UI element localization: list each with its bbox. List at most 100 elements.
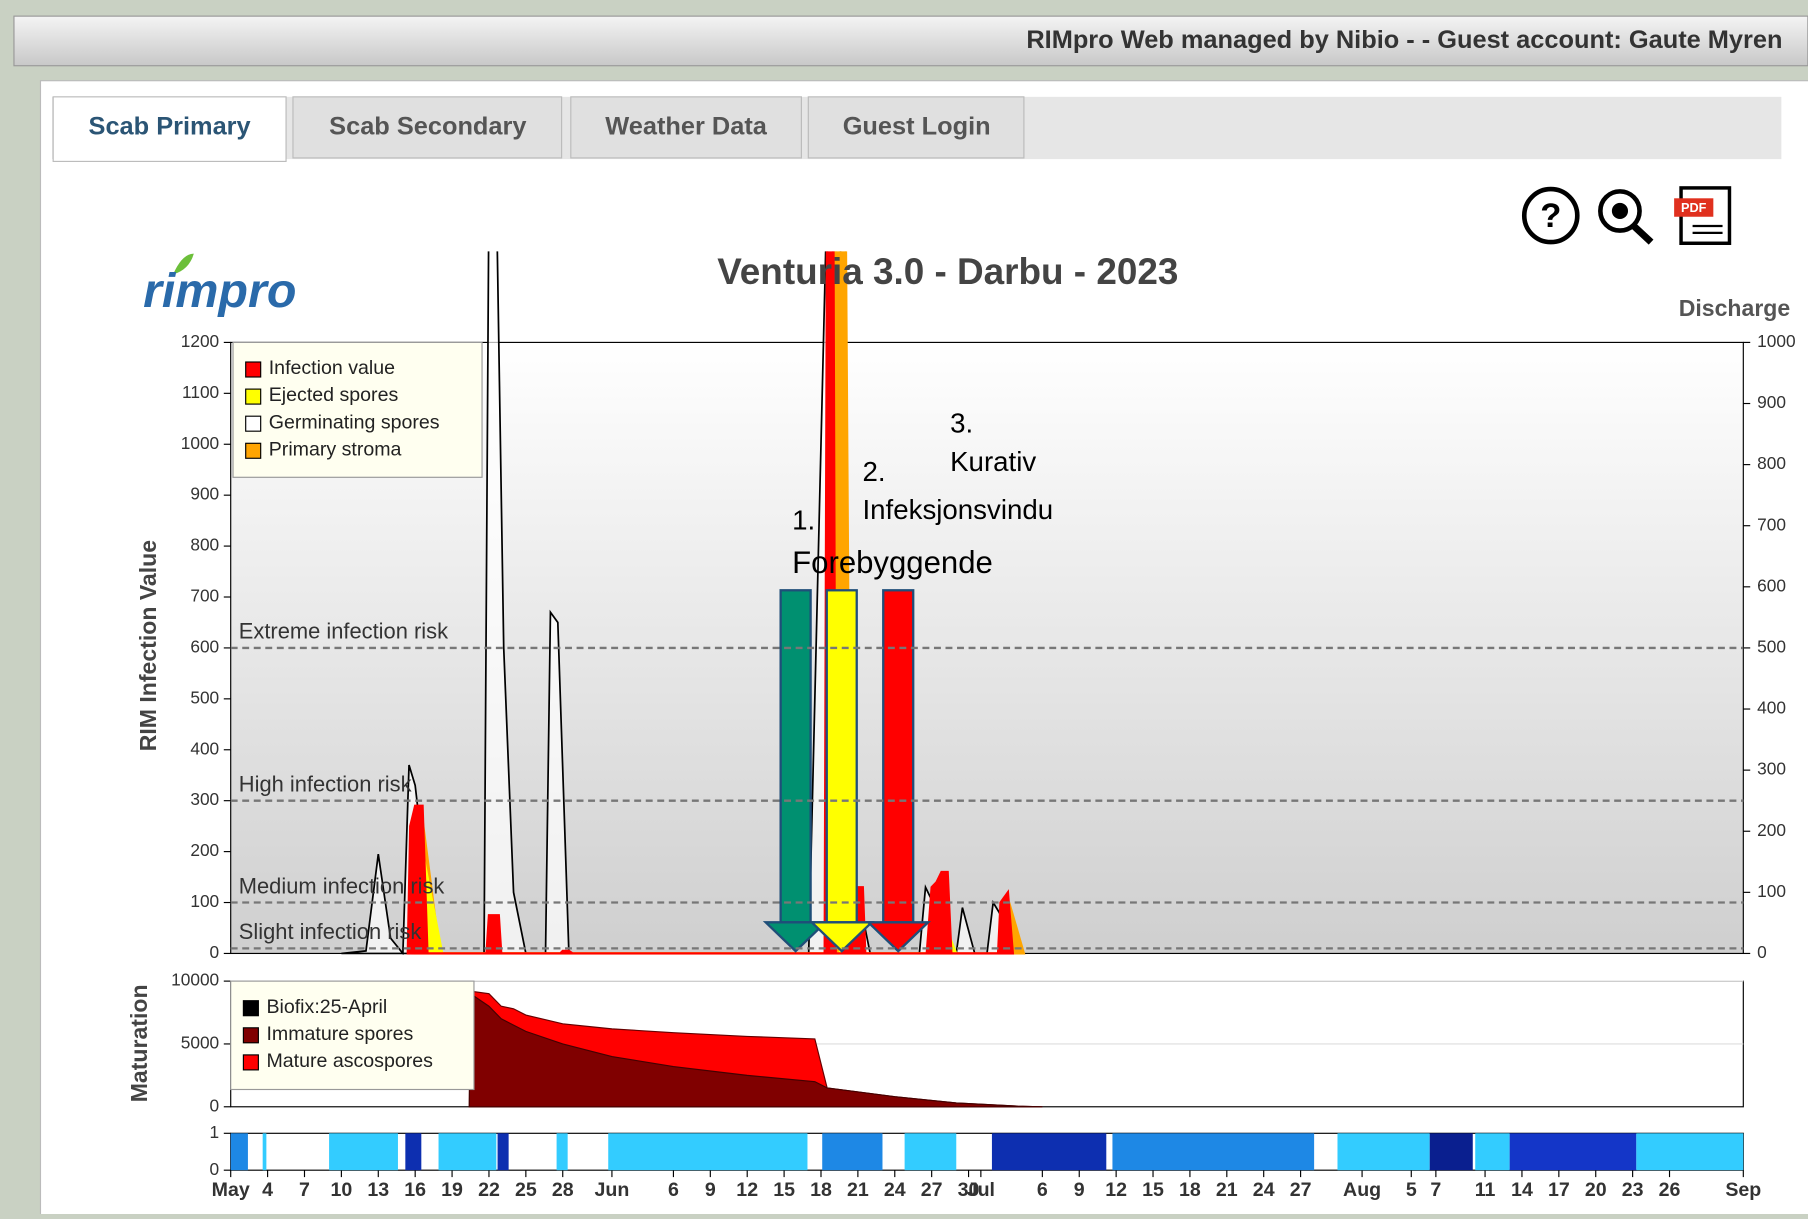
search-icon[interactable] — [1598, 189, 1654, 245]
tab[interactable] — [52, 96, 287, 162]
y2-label: Discharge — [1679, 295, 1791, 321]
x-tick-label: 11 — [1475, 1179, 1496, 1201]
svg-text:PDF: PDF — [1681, 201, 1707, 215]
x-tick-label: 24 — [884, 1179, 906, 1201]
wet-period — [262, 1133, 267, 1171]
help-icon[interactable]: ? — [1521, 186, 1580, 245]
x-tick-label: 28 — [552, 1179, 574, 1201]
y-tick-label: 400 — [190, 738, 219, 758]
arrow-window — [808, 589, 875, 953]
y-tick-label: 5000 — [181, 1033, 219, 1053]
wet-period — [991, 1133, 1107, 1171]
legend-label: Ejected spores — [269, 384, 399, 406]
legend-label: Infection value — [269, 357, 395, 379]
legend-label: Mature ascospores — [266, 1050, 433, 1072]
y2-tick-label: 800 — [1757, 453, 1786, 473]
risk-label: Medium infection risk — [239, 873, 445, 898]
wet-period — [1429, 1133, 1473, 1171]
x-tick-label: 10 — [330, 1179, 352, 1201]
legend-swatch — [245, 361, 262, 378]
x-tick-label: 18 — [1179, 1179, 1201, 1201]
y-tick-label: 700 — [190, 586, 219, 606]
tab-label[interactable]: Scab Primary — [89, 113, 251, 141]
x-tick-label: 15 — [1142, 1179, 1164, 1201]
y2-tick-label: 100 — [1757, 881, 1786, 901]
y2-tick-label: 0 — [1757, 942, 1767, 962]
x-tick-label: 30 — [958, 1179, 980, 1201]
x-tick-label: 14 — [1511, 1179, 1533, 1201]
y-tick-label: 600 — [190, 636, 219, 656]
x-tick-label: Sep — [1725, 1179, 1761, 1201]
y-tick-label: 300 — [190, 789, 219, 809]
x-tick-label: 9 — [705, 1179, 716, 1201]
x-tick-label: 20 — [1585, 1179, 1607, 1201]
y-tick-label: 1200 — [181, 331, 219, 351]
legend — [230, 980, 475, 1091]
x-tick-label: 19 — [441, 1179, 463, 1201]
annotation: 1. — [792, 505, 815, 536]
annotation: 3. — [950, 408, 973, 439]
x-tick-label: 7 — [1430, 1179, 1441, 1201]
wet-period — [1475, 1133, 1510, 1171]
risk-label: Extreme infection risk — [239, 619, 448, 644]
series-area — [468, 992, 1043, 1108]
legend-label: Biofix:25-April — [266, 996, 387, 1018]
legend-swatch — [242, 1027, 259, 1044]
pdf-icon[interactable]: PDF — [1674, 186, 1732, 245]
x-tick-label: 13 — [367, 1179, 389, 1201]
tab[interactable] — [292, 96, 563, 159]
x-tick-label: 9 — [1074, 1179, 1085, 1201]
x-tick-label: 12 — [736, 1179, 758, 1201]
x-tick-label: May — [212, 1179, 250, 1201]
legend-label: Immature spores — [266, 1023, 413, 1045]
x-tick-label: 21 — [847, 1179, 869, 1201]
y2-tick-label: 700 — [1757, 514, 1786, 534]
wet-period — [405, 1133, 422, 1171]
y-tick-label: 800 — [190, 535, 219, 555]
legend-swatch — [245, 442, 262, 459]
tab-label[interactable]: Weather Data — [605, 113, 768, 141]
legend — [232, 341, 483, 478]
y2-tick-label: 500 — [1757, 636, 1786, 656]
x-tick-label: 21 — [1216, 1179, 1238, 1201]
wet-period — [497, 1133, 509, 1171]
wet-period — [822, 1133, 883, 1171]
legend-label: Germinating spores — [269, 411, 440, 433]
wet-period — [608, 1133, 808, 1171]
arrow-curative — [865, 589, 932, 953]
annotation: 2. — [862, 456, 885, 487]
x-tick-label: 7 — [299, 1179, 310, 1201]
x-tick-label: 6 — [1037, 1179, 1048, 1201]
y-tick-label: 200 — [190, 840, 219, 860]
annotation: Kurativ — [950, 446, 1036, 477]
x-tick-label: 6 — [668, 1179, 679, 1201]
wet-period — [904, 1133, 957, 1171]
wet-period — [438, 1133, 497, 1171]
tab[interactable] — [807, 96, 1025, 159]
y-tick-label: 500 — [190, 687, 219, 707]
y-tick-label: 0 — [210, 1095, 220, 1115]
annotation: Infeksjonsvindu — [862, 494, 1053, 525]
header-bar — [13, 15, 1808, 67]
x-tick-label: 5 — [1406, 1179, 1417, 1201]
y2-tick-label: 1000 — [1757, 331, 1795, 351]
y-tick-label: 900 — [190, 484, 219, 504]
x-tick-label: 18 — [810, 1179, 832, 1201]
logo-leaf — [173, 253, 194, 275]
arrow-preventive — [762, 589, 829, 953]
x-tick-label: Aug — [1343, 1179, 1381, 1201]
y2-tick-label: 900 — [1757, 392, 1786, 412]
y-tick-label: 1100 — [182, 382, 219, 402]
tab[interactable] — [570, 96, 802, 159]
tab-label[interactable]: Scab Secondary — [329, 113, 526, 141]
annotation: Forebyggende — [792, 545, 993, 580]
y-tick-label: 10000 — [171, 970, 219, 990]
y-tick-label: 1 — [210, 1122, 220, 1142]
wet-period — [556, 1133, 568, 1171]
risk-label: Slight infection risk — [239, 919, 422, 944]
tab-label[interactable]: Guest Login — [843, 113, 991, 141]
x-tick-label: Jul — [967, 1179, 995, 1201]
legend-swatch — [245, 388, 262, 405]
